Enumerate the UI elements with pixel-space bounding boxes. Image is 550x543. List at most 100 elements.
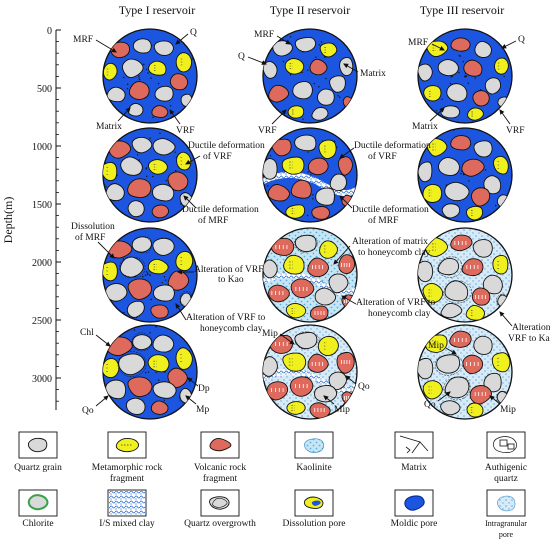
volcanic-fragment: [108, 140, 132, 159]
quartz-grain: [441, 203, 461, 219]
depth-tick-label: 500: [37, 84, 52, 95]
annotation-label: Matrix: [96, 122, 122, 132]
metamorphic-fragment: [176, 151, 192, 171]
quartz-grain: [473, 335, 493, 355]
metamorphic-fragment: [283, 254, 305, 275]
legend-swatch: [497, 495, 516, 512]
volcanic-fragment: [150, 304, 169, 319]
legend-label: Metamorphic rock: [92, 463, 163, 473]
quartz-grain: [418, 260, 434, 283]
quartz-grain: [315, 187, 335, 206]
quartz-grain: [132, 38, 152, 54]
annotation-label: Mp: [196, 405, 209, 415]
annotation-label: Mip: [262, 329, 278, 339]
quartz-grain: [106, 86, 126, 103]
annotation-arrowhead: [489, 395, 495, 401]
annotation-arrowhead: [185, 395, 191, 401]
volcanic-fragment: [289, 376, 314, 397]
legend-label: Dissolution pore: [282, 519, 345, 529]
volcanic-fragment: [449, 330, 472, 348]
quartz-grain: [152, 138, 176, 156]
metamorphic-fragment: [317, 335, 339, 356]
legend-label: fragment: [110, 473, 145, 484]
legend-label: Intragranular: [485, 519, 527, 528]
volcanic-fragment: [311, 206, 331, 220]
annotation-label: honeycomb clay: [368, 309, 431, 319]
legend-label: Moldic pore: [391, 519, 438, 529]
annotation-arrowhead: [175, 39, 181, 45]
depth-tick-label: 2000: [32, 258, 52, 269]
depth-axis: 0 500 1000 1500 2000 2500 3000 Depth(m): [1, 26, 61, 410]
annotation-arrowhead: [439, 107, 445, 113]
quartz-grain: [317, 88, 335, 106]
annotation-label: VRF: [176, 126, 194, 136]
metamorphic-fragment: [287, 105, 305, 119]
metamorphic-fragment: [175, 52, 193, 73]
thin-section-c2-r1: [262, 28, 358, 124]
legend-item-chlorite: Chlorite: [18, 489, 58, 529]
annotation-arrowhead: [451, 349, 457, 355]
volcanic-fragment: [461, 258, 484, 277]
volcanic-fragment: [150, 400, 169, 415]
volcanic-fragment: [461, 158, 485, 177]
metamorphic-fragment: [494, 57, 509, 75]
quartz-grain: [474, 40, 492, 58]
quartz-grain: [131, 136, 153, 154]
quartz-grain: [105, 379, 127, 400]
metamorphic-fragment: [285, 204, 306, 219]
legend-label: Quartz grain: [14, 463, 62, 473]
legend-item-quartz: Quartz grain: [14, 431, 62, 473]
quartz-grain: [152, 183, 175, 202]
annotation-label: of MRF: [75, 232, 105, 243]
quartz-grain: [263, 60, 278, 79]
quartz-grain: [472, 239, 493, 258]
annotation-arrowhead: [445, 391, 451, 397]
quartz-grain: [329, 75, 346, 93]
quartz-grain: [120, 156, 143, 176]
annotation-arrowhead: [501, 43, 507, 49]
annotation-arrowhead: [339, 153, 345, 159]
legend-label: Quartz overgrowth: [184, 519, 256, 529]
metamorphic-fragment: [466, 205, 484, 221]
legend-label: Volcanic rock: [194, 463, 247, 473]
volcanic-fragment: [471, 187, 491, 207]
metamorphic-fragment: [465, 305, 485, 321]
quartz-grain: [440, 105, 461, 119]
annotation-arrowhead: [323, 395, 329, 401]
legend-item-moldic: Moldic pore: [391, 489, 438, 529]
legend-swatch: [399, 435, 429, 454]
depth-tick-label: 1000: [32, 142, 52, 153]
metamorphic-fragment: [147, 354, 170, 373]
volcanic-fragment: [290, 278, 315, 299]
quartz-grain: [294, 134, 317, 152]
quartz-grain: [484, 77, 502, 95]
quartz-grain: [418, 357, 434, 380]
metamorphic-fragment: [319, 240, 338, 259]
volcanic-fragment: [307, 157, 329, 176]
legend-swatch-frame: [18, 431, 58, 459]
annotation-arrowhead: [439, 45, 445, 51]
annotation-arrowhead: [187, 377, 193, 383]
metamorphic-fragment: [493, 155, 509, 175]
annotation-label: of MRF: [368, 215, 398, 226]
metamorphic-fragment: [282, 352, 307, 372]
annotation-label: Dp: [198, 384, 210, 394]
quartz-grain: [294, 36, 316, 53]
annotation-label: Alteration of VRF to: [186, 312, 266, 323]
annotation-label: Chl: [80, 328, 94, 338]
annotation-label: Mip: [428, 341, 444, 351]
quartz-grain: [314, 287, 337, 306]
volcanic-fragment: [128, 81, 150, 100]
volcanic-fragment: [450, 234, 473, 252]
metamorphic-fragment: [426, 138, 448, 157]
depth-axis-label: Depth(m): [1, 197, 15, 244]
legend-swatch: [499, 439, 508, 447]
annotation-label: of VRF: [368, 151, 397, 162]
thin-section-c2-r4: [262, 324, 358, 420]
volcanic-fragment: [309, 58, 328, 76]
quartz-grain: [294, 331, 318, 350]
annotation-arrowhead: [289, 339, 295, 345]
volcanic-fragment: [307, 257, 329, 278]
annotation-arrowhead: [341, 295, 347, 301]
annotation-label: Mip: [334, 405, 350, 415]
